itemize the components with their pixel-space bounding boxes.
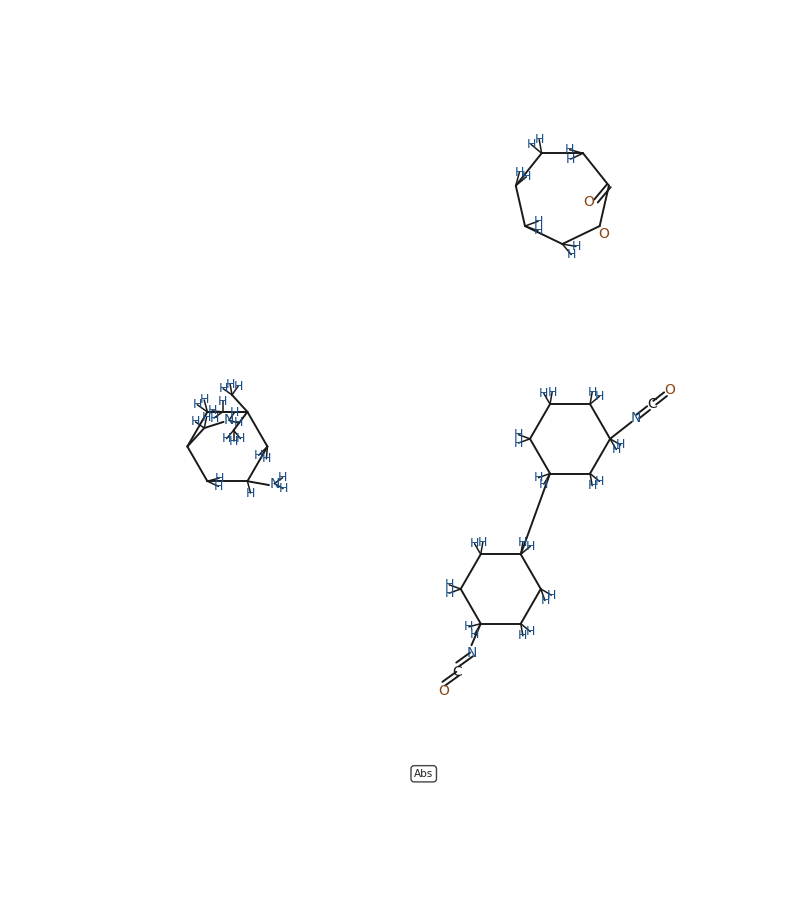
Text: N: N (224, 414, 234, 427)
Text: C: C (648, 397, 657, 411)
Text: H: H (541, 594, 549, 607)
Text: H: H (236, 432, 246, 445)
Text: O: O (438, 684, 449, 699)
Text: O: O (584, 194, 594, 209)
Text: H: H (514, 428, 523, 441)
Text: H: H (470, 628, 479, 641)
Text: H: H (534, 215, 543, 227)
Text: H: H (190, 415, 200, 428)
Text: H: H (201, 411, 211, 424)
Text: H: H (611, 443, 621, 456)
Text: H: H (478, 536, 488, 548)
Text: H: H (518, 536, 527, 548)
Text: H: H (234, 416, 243, 429)
Text: H: H (616, 438, 626, 451)
Text: H: H (514, 436, 523, 449)
Text: H: H (588, 385, 597, 399)
Text: H: H (214, 480, 224, 493)
Text: H: H (207, 404, 216, 417)
Text: H: H (222, 432, 231, 445)
Text: H: H (567, 249, 576, 261)
Text: H: H (571, 240, 581, 253)
Text: H: H (539, 478, 549, 491)
Text: H: H (539, 387, 549, 400)
Text: H: H (534, 225, 543, 238)
Text: H: H (522, 171, 531, 183)
Text: H: H (534, 471, 543, 484)
Text: H: H (219, 382, 228, 395)
Text: H: H (218, 394, 227, 407)
Text: H: H (547, 589, 556, 602)
Text: O: O (598, 226, 609, 241)
Text: H: H (229, 435, 238, 447)
Text: H: H (526, 625, 535, 638)
Text: H: H (199, 393, 209, 406)
Text: H: H (565, 143, 575, 156)
Text: H: H (445, 579, 454, 591)
Text: N: N (466, 646, 477, 660)
Text: H: H (464, 620, 474, 634)
Text: Abs: Abs (414, 768, 434, 779)
Text: N: N (631, 411, 641, 425)
Text: H: H (193, 398, 202, 412)
Text: H: H (588, 480, 597, 492)
Text: C: C (453, 665, 463, 679)
Text: H: H (518, 629, 527, 642)
Text: H: H (225, 378, 235, 391)
Text: H: H (470, 537, 479, 550)
Text: H: H (234, 380, 243, 392)
Text: H: H (548, 385, 557, 399)
Text: H: H (230, 405, 239, 419)
Text: H: H (595, 475, 604, 488)
Text: H: H (534, 133, 544, 146)
Text: H: H (445, 587, 454, 600)
Text: H: H (215, 471, 224, 484)
Text: H: H (246, 487, 255, 500)
Text: H: H (278, 471, 287, 484)
Text: H: H (527, 138, 536, 151)
Text: H: H (566, 152, 575, 166)
Text: H: H (279, 482, 288, 495)
Text: H: H (515, 166, 524, 179)
Text: H: H (526, 540, 535, 553)
Text: H: H (209, 412, 219, 425)
Text: H: H (254, 448, 264, 462)
Text: N: N (269, 477, 279, 491)
Text: H: H (261, 452, 271, 465)
Text: O: O (664, 383, 674, 397)
Text: H: H (595, 390, 604, 403)
